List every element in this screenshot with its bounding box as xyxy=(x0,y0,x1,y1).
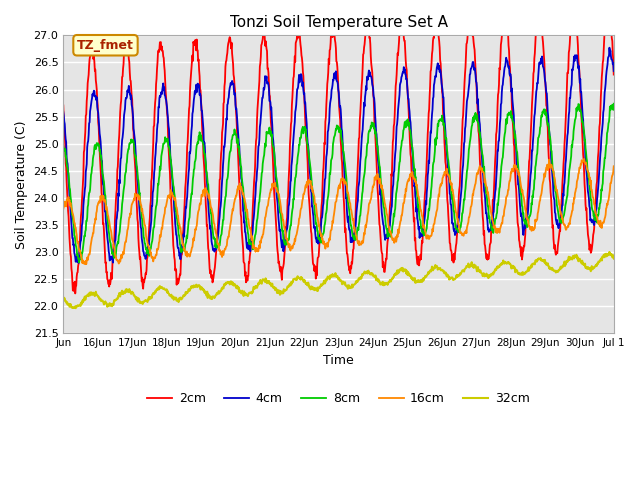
8cm xyxy=(76,260,83,265)
4cm xyxy=(120,113,128,119)
8cm xyxy=(547,139,554,145)
16cm xyxy=(120,248,128,254)
2cm xyxy=(72,290,79,296)
Line: 16cm: 16cm xyxy=(63,159,614,264)
4cm xyxy=(75,260,83,266)
Title: Tonzi Soil Temperature Set A: Tonzi Soil Temperature Set A xyxy=(230,15,447,30)
4cm xyxy=(145,235,153,241)
2cm xyxy=(547,189,554,195)
4cm xyxy=(610,68,618,74)
Line: 8cm: 8cm xyxy=(63,104,614,263)
8cm xyxy=(490,230,497,236)
8cm xyxy=(610,101,618,107)
Line: 2cm: 2cm xyxy=(63,6,614,293)
16cm xyxy=(395,230,403,236)
16cm xyxy=(580,156,588,162)
16cm xyxy=(547,163,554,168)
8cm xyxy=(547,147,555,153)
Text: TZ_fmet: TZ_fmet xyxy=(77,39,134,52)
16cm xyxy=(610,163,618,169)
4cm xyxy=(547,143,554,149)
32cm xyxy=(490,272,497,277)
Line: 32cm: 32cm xyxy=(63,252,614,308)
32cm xyxy=(60,294,67,300)
32cm xyxy=(547,265,555,271)
32cm xyxy=(547,266,554,272)
32cm xyxy=(395,268,403,274)
16cm xyxy=(60,206,67,212)
4cm xyxy=(490,210,497,216)
8cm xyxy=(60,143,67,149)
4cm xyxy=(60,109,67,115)
2cm xyxy=(547,195,555,201)
Line: 4cm: 4cm xyxy=(63,48,614,263)
2cm xyxy=(604,3,611,9)
8cm xyxy=(145,253,153,259)
2cm xyxy=(490,198,497,204)
Legend: 2cm, 4cm, 8cm, 16cm, 32cm: 2cm, 4cm, 8cm, 16cm, 32cm xyxy=(143,387,534,410)
16cm xyxy=(81,261,89,267)
2cm xyxy=(395,46,403,51)
16cm xyxy=(145,245,153,251)
2cm xyxy=(60,103,67,108)
Y-axis label: Soil Temperature (C): Soil Temperature (C) xyxy=(15,120,28,249)
32cm xyxy=(605,249,613,255)
4cm xyxy=(547,156,555,161)
16cm xyxy=(547,162,555,168)
16cm xyxy=(490,220,497,226)
2cm xyxy=(610,72,618,77)
32cm xyxy=(610,256,618,262)
8cm xyxy=(120,184,128,190)
8cm xyxy=(395,170,403,176)
2cm xyxy=(145,221,153,227)
4cm xyxy=(395,102,403,108)
32cm xyxy=(72,305,79,311)
4cm xyxy=(605,45,613,50)
X-axis label: Time: Time xyxy=(323,354,354,367)
32cm xyxy=(120,289,128,295)
2cm xyxy=(120,49,128,55)
32cm xyxy=(145,296,153,302)
